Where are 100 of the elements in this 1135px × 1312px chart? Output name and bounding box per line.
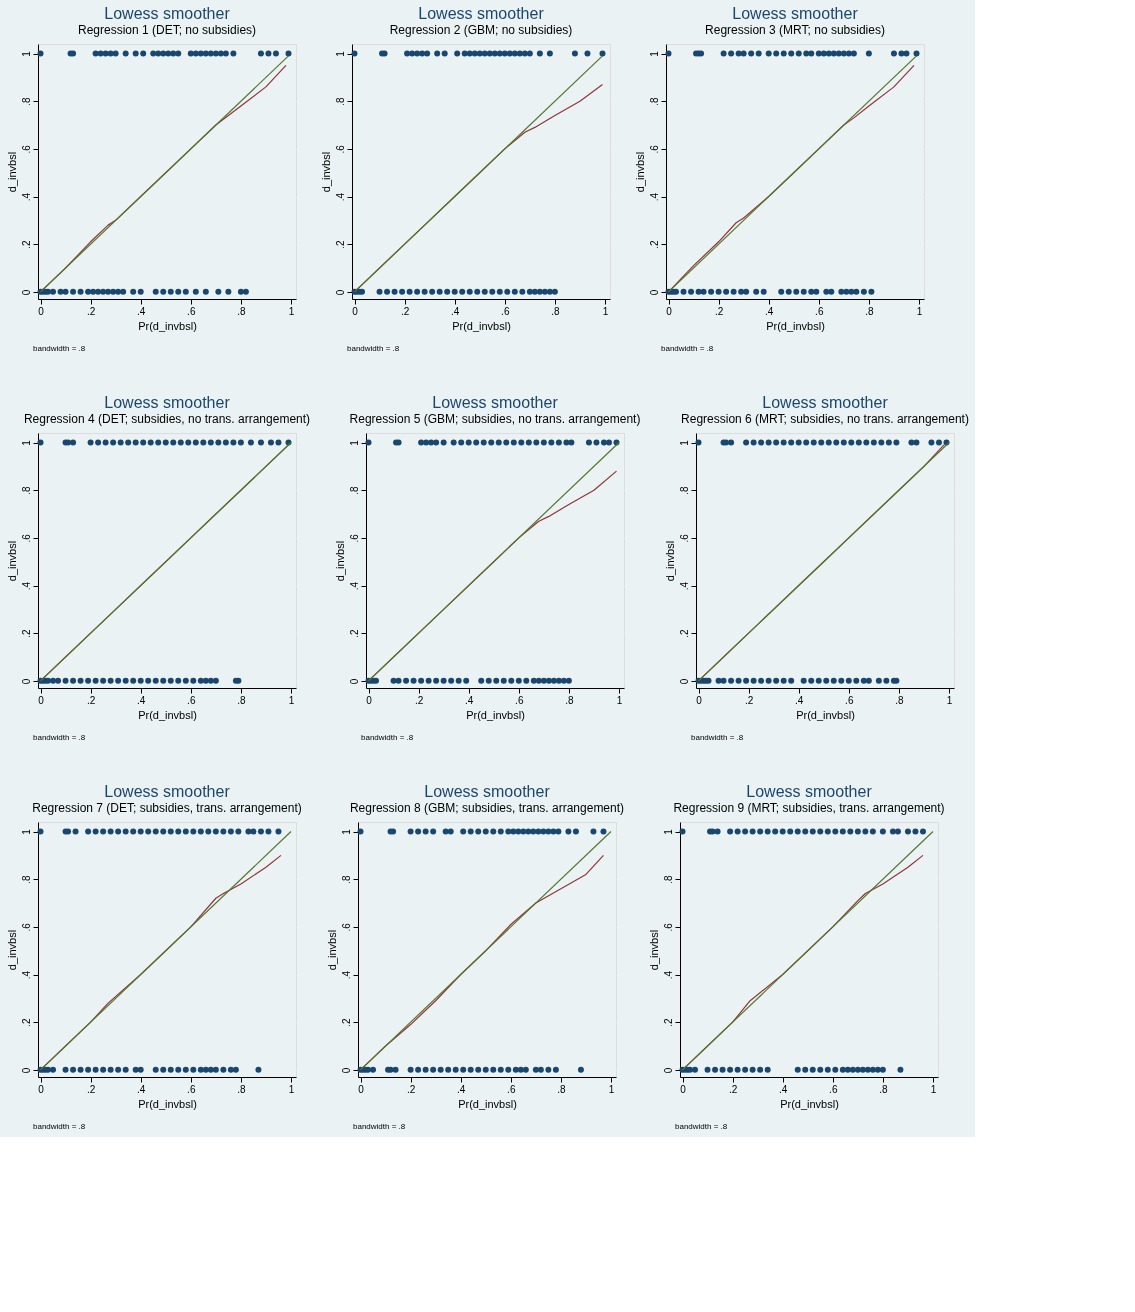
- y-axis-title: d_invbsl: [647, 929, 660, 971]
- x-tick-label: .8: [565, 694, 574, 706]
- y-tick-label: .2: [348, 629, 360, 638]
- y-tick-label: .8: [334, 97, 346, 106]
- y-tick-label: .2: [678, 629, 690, 638]
- y-tick-label: .6: [348, 533, 360, 543]
- y-tick-label: .2: [20, 629, 32, 638]
- y-tick-label: 0: [340, 1067, 352, 1074]
- y-tick-label: .6: [340, 922, 352, 932]
- text: bandwidth = .8: [661, 344, 714, 353]
- x-tick-label: 0: [696, 694, 703, 706]
- x-tick-label: .8: [237, 694, 246, 706]
- y-tick-label: .4: [678, 581, 690, 591]
- x-tick-label: .6: [187, 1083, 196, 1095]
- x-tick-label: 1: [946, 694, 953, 706]
- x-tick-label: .6: [515, 694, 524, 706]
- chart-subtitle: Regression 3 (MRT; no subsidies): [705, 23, 885, 37]
- y-tick-label: 0: [20, 1067, 32, 1074]
- y-axis-title: d_invbsl: [5, 540, 18, 582]
- y-tick-label: .4: [20, 192, 32, 202]
- y-axis-title: d_invbsl: [5, 929, 18, 971]
- x-tick-label: .4: [137, 694, 146, 706]
- x-tick-label: .4: [795, 694, 804, 706]
- x-tick-label: .4: [137, 1083, 146, 1095]
- y-tick-label: .4: [20, 970, 32, 980]
- x-tick-label: .4: [451, 305, 460, 317]
- x-axis-title: Pr(d_invbsl): [780, 1097, 839, 1110]
- x-tick-label: .2: [86, 1083, 96, 1095]
- y-tick-label: 1: [662, 828, 674, 835]
- y-tick-label: .6: [20, 922, 32, 932]
- y-tick-label: 0: [20, 289, 32, 296]
- x-tick-label: .4: [465, 694, 474, 706]
- x-axis-title: Pr(d_invbsl): [766, 319, 825, 332]
- y-tick-label: .2: [20, 240, 32, 249]
- x-tick-label: 1: [288, 305, 295, 317]
- x-tick-label: 1: [916, 305, 923, 317]
- x-tick-label: .6: [501, 305, 510, 317]
- text: bandwidth = .8: [675, 1122, 728, 1131]
- x-tick-label: 0: [38, 1083, 45, 1095]
- x-tick-label: .2: [728, 1083, 738, 1095]
- y-tick-label: 1: [648, 50, 660, 57]
- y-tick-label: .6: [20, 144, 32, 154]
- y-tick-label: .8: [20, 97, 32, 106]
- x-tick-label: 0: [366, 694, 373, 706]
- y-tick-label: 0: [648, 289, 660, 296]
- x-tick-label: 0: [38, 305, 45, 317]
- x-axis-title: Pr(d_invbsl): [796, 708, 855, 721]
- y-axis-title: d_invbsl: [319, 151, 332, 193]
- y-tick-label: .4: [20, 581, 32, 591]
- x-tick-label: .8: [895, 694, 904, 706]
- y-tick-label: 1: [20, 439, 32, 446]
- x-tick-label: .8: [879, 1083, 888, 1095]
- y-tick-label: .6: [662, 922, 674, 932]
- x-tick-label: .6: [187, 694, 196, 706]
- text: bandwidth = .8: [33, 1122, 86, 1131]
- y-tick-label: .4: [648, 192, 660, 202]
- x-tick-label: .6: [815, 305, 824, 317]
- y-tick-label: 1: [20, 50, 32, 57]
- y-axis-title: d_invbsl: [633, 151, 646, 193]
- text: bandwidth = .8: [33, 344, 86, 353]
- y-tick-label: .6: [334, 144, 346, 154]
- y-tick-label: .8: [348, 486, 360, 495]
- x-tick-label: .2: [414, 694, 424, 706]
- x-axis-title: Pr(d_invbsl): [138, 708, 197, 721]
- x-tick-label: .8: [551, 305, 560, 317]
- chart-title: Lowess smoother: [432, 394, 559, 411]
- x-tick-label: .4: [765, 305, 774, 317]
- x-tick-label: .6: [845, 694, 854, 706]
- y-tick-label: 1: [20, 828, 32, 835]
- chart-title: Lowess smoother: [732, 5, 859, 22]
- y-tick-label: .2: [648, 240, 660, 249]
- x-tick-label: .6: [829, 1083, 838, 1095]
- x-tick-label: .6: [187, 305, 196, 317]
- x-tick-label: 1: [616, 694, 623, 706]
- x-tick-label: .2: [406, 1083, 416, 1095]
- chart-subtitle: Regression 7 (DET; subsidies, trans. arrangement): [32, 801, 302, 815]
- x-tick-label: .8: [237, 305, 246, 317]
- chart-subtitle: Regression 1 (DET; no subsidies): [77, 23, 257, 37]
- chart-title: Lowess smoother: [746, 783, 873, 800]
- text: bandwidth = .8: [33, 733, 86, 742]
- y-tick-label: 0: [334, 289, 346, 296]
- chart-title: Lowess smoother: [762, 394, 889, 411]
- y-tick-label: .6: [20, 533, 32, 543]
- text: bandwidth = .8: [361, 733, 414, 742]
- x-axis-title: Pr(d_invbsl): [138, 319, 197, 332]
- chart-subtitle: Regression 6 (MRT; subsidies, no trans. arrangement): [681, 412, 969, 426]
- y-tick-label: 0: [678, 678, 690, 685]
- y-tick-label: .8: [20, 486, 32, 495]
- y-tick-label: .2: [340, 1018, 352, 1027]
- x-axis-title: Pr(d_invbsl): [466, 708, 525, 721]
- y-tick-label: 0: [348, 678, 360, 685]
- y-tick-label: 1: [334, 50, 346, 57]
- y-tick-label: .2: [20, 1018, 32, 1027]
- chart-subtitle: Regression 2 (GBM; no subsidies): [389, 23, 573, 37]
- y-tick-label: .4: [348, 581, 360, 591]
- x-tick-label: 1: [608, 1083, 615, 1095]
- y-tick-label: 0: [662, 1067, 674, 1074]
- x-tick-label: 1: [288, 1083, 295, 1095]
- x-tick-label: 1: [930, 1083, 937, 1095]
- chart-subtitle: Regression 9 (MRT; subsidies, trans. arrangement): [673, 801, 945, 815]
